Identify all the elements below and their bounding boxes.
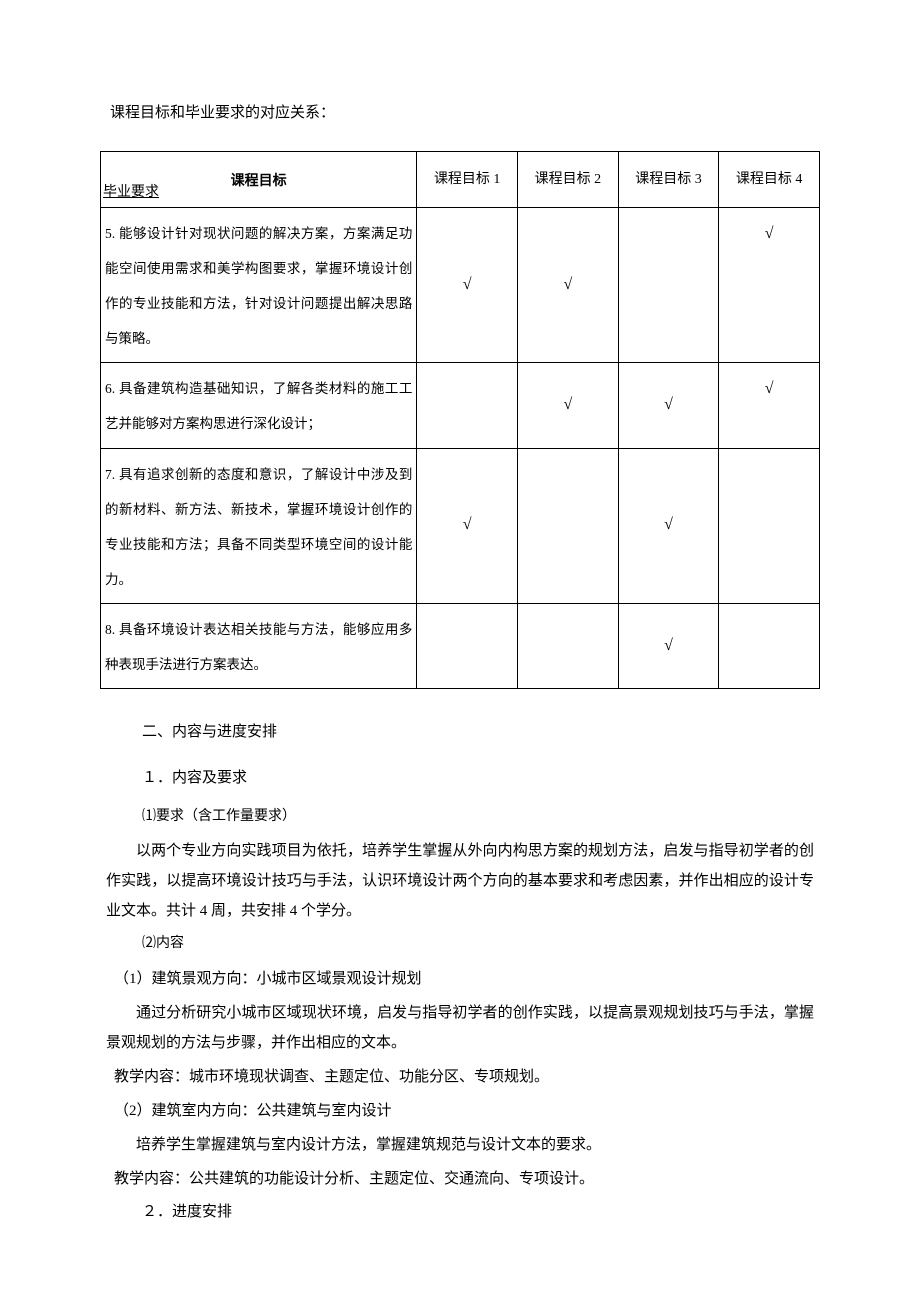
content-item-head: （1）建筑景观方向：小城市区域景观设计规划 (100, 964, 820, 994)
row-description: 7. 具有追求创新的态度和意识，了解设计中涉及到的新材料、新方法、新技术，掌握环… (101, 448, 417, 603)
section-2-1-title: １．内容及要求 (100, 764, 820, 791)
check-cell: √ (719, 363, 820, 448)
content-item-body: 培养学生掌握建筑与室内设计方法，掌握建筑规范与设计文本的要求。 (100, 1130, 820, 1160)
check-cell: √ (618, 448, 719, 603)
section-2-2-title: ２．进度安排 (100, 1198, 820, 1225)
check-cell: √ (417, 448, 518, 603)
check-cell (518, 448, 619, 603)
table-row: 7. 具有追求创新的态度和意识，了解设计中涉及到的新材料、新方法、新技术，掌握环… (101, 448, 820, 603)
intro-text: 课程目标和毕业要求的对应关系： (100, 100, 820, 127)
row-description: 8. 具备环境设计表达相关技能与方法，能够应用多种表现手法进行方案表达。 (101, 603, 417, 688)
content-item-body: 通过分析研究小城市区域现状环境，启发与指导初学者的创作实践，以提高景观规划技巧与… (100, 998, 820, 1058)
row-description: 6. 具备建筑构造基础知识，了解各类材料的施工工艺并能够对方案构思进行深化设计； (101, 363, 417, 448)
check-cell: √ (417, 208, 518, 363)
requirement-body: 以两个专业方向实践项目为依托，培养学生掌握从外向内构思方案的规划方法，启发与指导… (100, 836, 820, 926)
col-header-3: 课程目标 3 (618, 152, 719, 208)
objectives-table: 课程目标 毕业要求 课程目标 1 课程目标 2 课程目标 3 课程目标 4 5.… (100, 151, 820, 689)
content-item-teach: 教学内容：公共建筑的功能设计分析、主题定位、交通流向、专项设计。 (100, 1164, 820, 1194)
check-cell (719, 603, 820, 688)
content-title: ⑵内容 (100, 930, 820, 955)
row-description: 5. 能够设计针对现状问题的解决方案，方案满足功能空间使用需求和美学构图要求，掌… (101, 208, 417, 363)
header-bottom-label: 毕业要求 (101, 180, 159, 207)
check-cell (417, 603, 518, 688)
content-item-teach: 教学内容：城市环境现状调查、主题定位、功能分区、专项规划。 (100, 1062, 820, 1092)
check-cell (417, 363, 518, 448)
table-header-row: 课程目标 毕业要求 课程目标 1 课程目标 2 课程目标 3 课程目标 4 (101, 152, 820, 208)
check-cell: √ (618, 363, 719, 448)
table-row: 5. 能够设计针对现状问题的解决方案，方案满足功能空间使用需求和美学构图要求，掌… (101, 208, 820, 363)
check-cell (618, 208, 719, 363)
col-header-2: 课程目标 2 (518, 152, 619, 208)
requirement-title: ⑴要求（含工作量要求） (100, 803, 820, 828)
section-2-title: 二、内容与进度安排 (100, 719, 820, 746)
check-cell: √ (518, 363, 619, 448)
check-cell: √ (719, 208, 820, 363)
table-row: 6. 具备建筑构造基础知识，了解各类材料的施工工艺并能够对方案构思进行深化设计；… (101, 363, 820, 448)
check-cell: √ (518, 208, 619, 363)
col-header-4: 课程目标 4 (719, 152, 820, 208)
table-row: 8. 具备环境设计表达相关技能与方法，能够应用多种表现手法进行方案表达。 √ (101, 603, 820, 688)
header-diagonal-cell: 课程目标 毕业要求 (101, 152, 417, 208)
check-cell (719, 448, 820, 603)
content-item-head: （2）建筑室内方向：公共建筑与室内设计 (100, 1096, 820, 1126)
check-cell (518, 603, 619, 688)
col-header-1: 课程目标 1 (417, 152, 518, 208)
check-cell: √ (618, 603, 719, 688)
